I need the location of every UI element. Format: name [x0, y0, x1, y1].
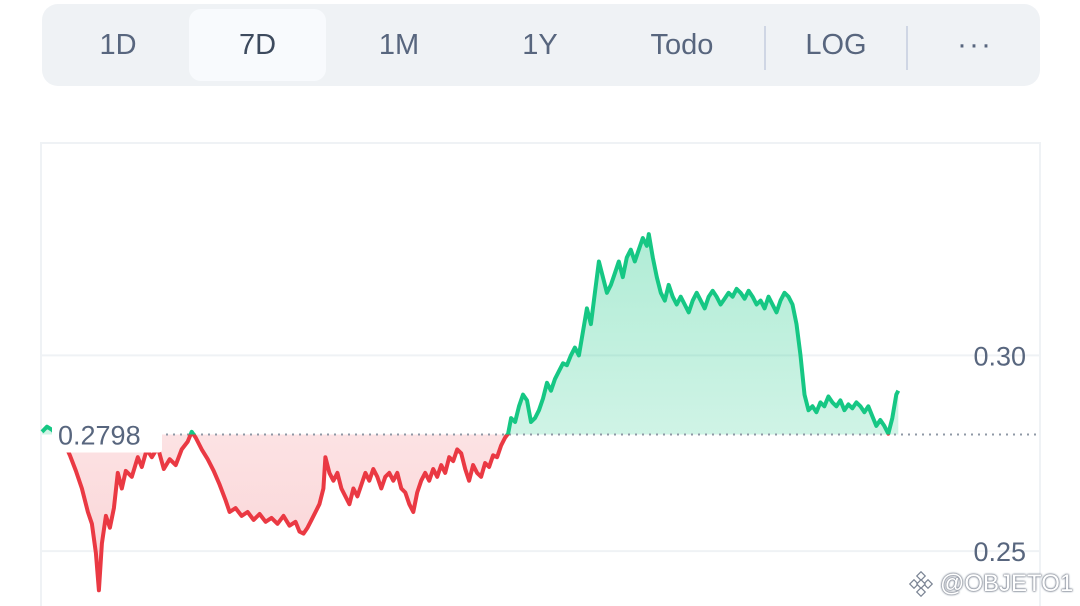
reference-label: 0.2798: [58, 421, 141, 451]
chart-border-top: [40, 142, 1041, 144]
y-tick-label: 0.30: [973, 341, 1026, 371]
logo-icon: [908, 571, 934, 597]
tab-separator: [906, 26, 908, 70]
tab-separator: [764, 26, 766, 70]
tab-1d[interactable]: 1D: [99, 28, 137, 61]
price-line-down: [53, 434, 891, 593]
y-tick-label: 0.25: [973, 537, 1026, 567]
tab-7d[interactable]: 7D: [189, 9, 326, 81]
more-options-icon[interactable]: ···: [957, 28, 993, 61]
area-above-reference: [42, 234, 899, 435]
chart-border-left: [40, 142, 42, 606]
tab-1y[interactable]: 1Y: [522, 28, 558, 61]
watermark: @OBJETO1: [908, 568, 1073, 600]
timeframe-tabbar: 1D 7D 1M 1Y Todo LOG ···: [42, 4, 1040, 86]
watermark-text: @OBJETO1: [940, 570, 1074, 597]
reference-label-bg: [52, 416, 162, 453]
price-line-up: [40, 232, 901, 435]
tab-todo[interactable]: Todo: [650, 28, 714, 61]
tab-log[interactable]: LOG: [805, 28, 867, 61]
tab-1m[interactable]: 1M: [378, 28, 420, 61]
chart-border-right: [1039, 142, 1041, 606]
